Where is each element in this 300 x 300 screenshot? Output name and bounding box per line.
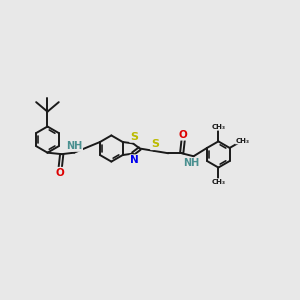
Text: O: O [179,130,188,140]
Text: CH₃: CH₃ [212,124,225,130]
Text: CH₃: CH₃ [212,179,225,185]
Text: N: N [130,155,139,165]
Text: NH: NH [66,141,82,151]
Text: CH₃: CH₃ [236,138,250,144]
Text: O: O [56,168,64,178]
Text: NH: NH [183,158,199,168]
Text: S: S [130,132,138,142]
Text: S: S [151,140,159,149]
